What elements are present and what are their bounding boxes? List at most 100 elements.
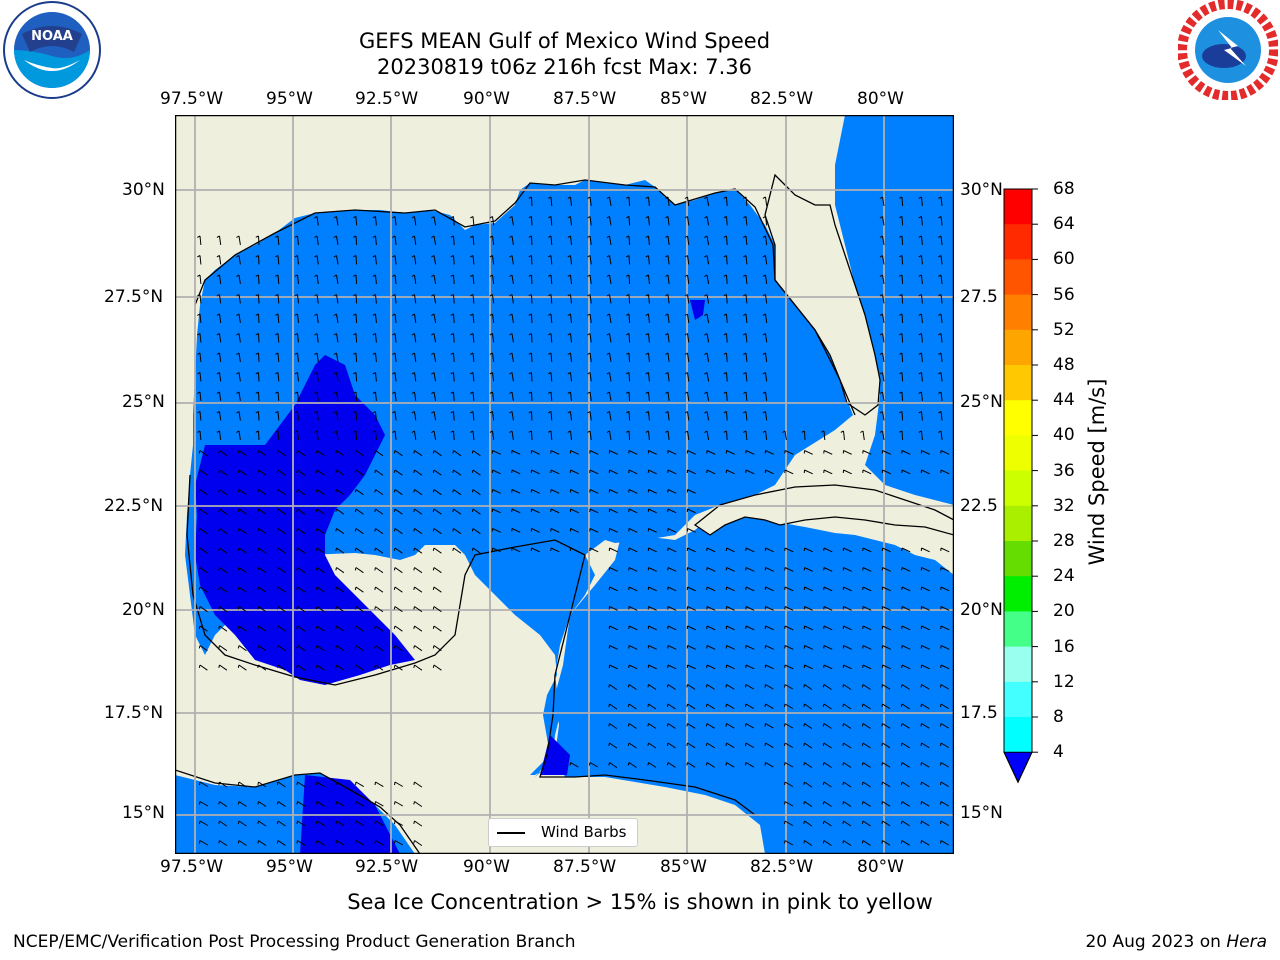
wind-barb [706,625,716,631]
wind-barb [450,313,455,324]
wind-barb [413,508,423,515]
lat-tick-right: 20°N [960,600,1003,620]
wind-barb [587,411,592,421]
wind-barb [550,489,560,494]
wind-barb [255,294,260,304]
wind-barb [684,196,690,206]
wind-barb [470,372,475,382]
wind-barb [431,372,437,382]
wind-barb [413,528,423,535]
wind-barb [606,372,612,382]
wind-barb [918,196,923,207]
wind-barb [899,216,904,226]
wind-barb [198,528,208,535]
wind-barb [587,274,592,284]
wind-barb [628,450,638,455]
lon-tick-bottom: 92.5°W [355,857,419,877]
colorbar-label-text: Wind Speed [m/s] [1085,378,1109,566]
wind-barb [899,411,904,421]
wind-barb [940,567,950,572]
wind-barb [393,489,403,496]
wind-barb [606,255,612,265]
colorbar-segment [1004,365,1032,401]
wind-barb [665,333,670,343]
wind-barb [237,606,247,613]
wind-barb [470,216,475,226]
wind-barb [393,567,403,574]
wind-barb [762,430,768,440]
wind-barb [762,313,768,323]
wind-barb [647,645,657,650]
wind-barb [509,411,514,421]
wind-barb [392,294,397,304]
wind-barb [743,216,748,226]
wind-barb [509,274,514,284]
wind-barb [706,645,716,650]
wind-barb [413,625,423,632]
wind-barb [686,528,696,533]
wind-barb [216,352,222,362]
noaa-logo: NOAA [2,0,102,100]
wind-barb [294,274,299,284]
wind-barb [216,274,222,284]
wind-barb [822,703,832,710]
wind-barb [686,586,696,592]
wind-barb [393,547,403,554]
wind-barb [236,372,241,382]
wind-barb [411,411,417,421]
wind-barb [862,625,872,631]
wind-barb [491,508,501,514]
wind-barb [470,352,475,363]
wind-barb [550,508,560,514]
wind-barb [372,274,377,285]
wind-barb [686,567,696,572]
wind-barb [333,372,339,382]
wind-barb [686,547,696,553]
wind-barb [528,313,533,324]
wind-barb [491,469,501,475]
wind-barb [450,216,455,226]
wind-barb [842,840,852,846]
wind-barb [901,645,911,650]
wind-barb [257,528,267,535]
wind-barb [567,313,572,323]
wind-barb [255,274,260,285]
wind-barb [257,489,267,496]
wind-barb [647,567,657,572]
wind-barb [333,411,339,421]
wind-barb [528,411,533,421]
wind-barb [296,450,306,457]
wind-barb [411,235,417,245]
wind-barb [315,645,325,652]
wind-barb [842,547,852,553]
wind-barb [881,586,891,592]
wind-barb [665,313,670,323]
wind-barb [626,430,631,441]
wind-barb [431,255,437,265]
wind-barb [704,372,710,382]
wind-barb [355,781,364,788]
wind-barb [294,391,299,401]
wind-barb [723,372,728,382]
wind-barb [199,820,209,826]
wind-barb [216,294,222,304]
wind-barb [392,430,397,440]
wind-barb [665,294,670,304]
wind-barb [567,372,572,382]
wind-barb [606,352,612,362]
wind-barb [237,528,247,535]
wind-barb [608,450,618,455]
wind-barb [411,333,417,343]
wind-barb [216,372,222,382]
wind-barb [725,703,735,710]
wind-barb [920,625,930,631]
wind-barb [899,372,904,382]
wind-barb [335,645,345,652]
lon-tick-top: 87.5°W [553,89,617,109]
wind-barb [706,586,716,592]
wind-barb [587,313,592,323]
wind-barb [333,391,339,401]
wind-barb [218,586,228,593]
colorbar-tick-label: 64 [1053,214,1075,235]
wind-barb [257,469,267,476]
